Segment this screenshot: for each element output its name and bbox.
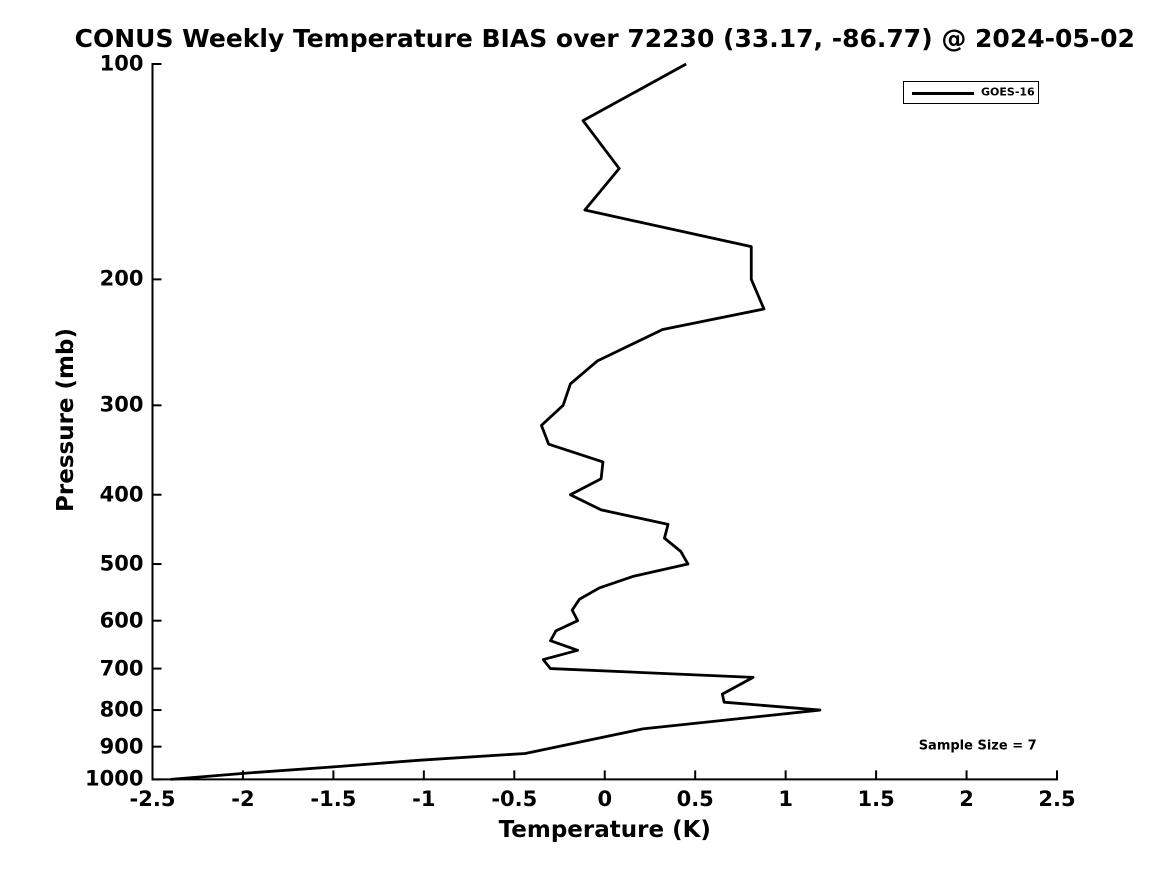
bias-profile-line — [170, 62, 822, 781]
y-tick-label: 500 — [99, 551, 144, 576]
y-tick-label: 400 — [99, 482, 144, 507]
y-tick-label: 700 — [99, 656, 144, 681]
chart-title: CONUS Weekly Temperature BIAS over 72230… — [74, 23, 1135, 53]
y-tick-label: 100 — [99, 51, 144, 76]
y-tick-label: 300 — [99, 392, 144, 417]
x-tick-label: -2 — [231, 786, 255, 811]
x-tick-label: 0 — [597, 786, 613, 811]
y-tick-label: 200 — [99, 266, 144, 291]
legend-line-sample — [912, 92, 974, 95]
x-tick-label: 1 — [778, 786, 793, 811]
y-tick-label: 600 — [99, 608, 144, 633]
x-tick-label: 2 — [959, 786, 974, 811]
x-tick-label: 1.5 — [857, 786, 895, 811]
x-tick-label: -1.5 — [310, 786, 357, 811]
legend: GOES-16 — [903, 81, 1039, 104]
x-axis-label: Temperature (K) — [498, 816, 711, 843]
y-tick-label: 800 — [99, 697, 144, 722]
x-tick-label: 2.5 — [1038, 786, 1076, 811]
x-tick-label: -0.5 — [491, 786, 538, 811]
y-tick-label: 900 — [99, 734, 144, 759]
x-tick-label: -1 — [412, 786, 436, 811]
y-axis-label: Pressure (mb) — [53, 328, 79, 512]
sample-size-annotation: Sample Size = 7 — [918, 738, 1037, 754]
y-tick-label: 1000 — [85, 766, 144, 791]
x-tick-label: 0.5 — [676, 786, 714, 811]
legend-entry-label: GOES-16 — [981, 85, 1035, 99]
x-tick-label: -2.5 — [129, 786, 176, 811]
